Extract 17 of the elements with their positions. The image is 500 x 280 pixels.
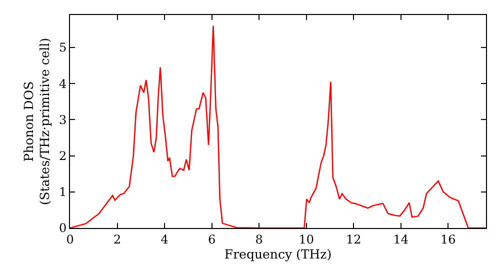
- x-tick-label: 2: [113, 232, 122, 246]
- x-tick-label: 12: [346, 232, 362, 246]
- x-tick-label: 16: [440, 232, 456, 246]
- line-series: [70, 25, 486, 228]
- x-tick-label: 8: [255, 232, 263, 246]
- y-axis-title: Phonon DOS (States/THz·primitive cell): [20, 38, 52, 206]
- x-tick-label: 6: [208, 232, 216, 246]
- x-tick-label: 10: [298, 232, 314, 246]
- x-tick-label: 4: [160, 232, 169, 246]
- y-tick-label: 2: [58, 149, 67, 163]
- x-tick-label: 14: [393, 232, 409, 246]
- y-tick-label: 0: [58, 221, 67, 236]
- y-tick-label: 3: [58, 112, 67, 127]
- y-tick-label: 4: [58, 76, 67, 91]
- y-tick-label: 5: [58, 40, 67, 55]
- y-tick-label: 1: [58, 185, 67, 200]
- x-axis-title: Frequency (THz): [224, 246, 332, 262]
